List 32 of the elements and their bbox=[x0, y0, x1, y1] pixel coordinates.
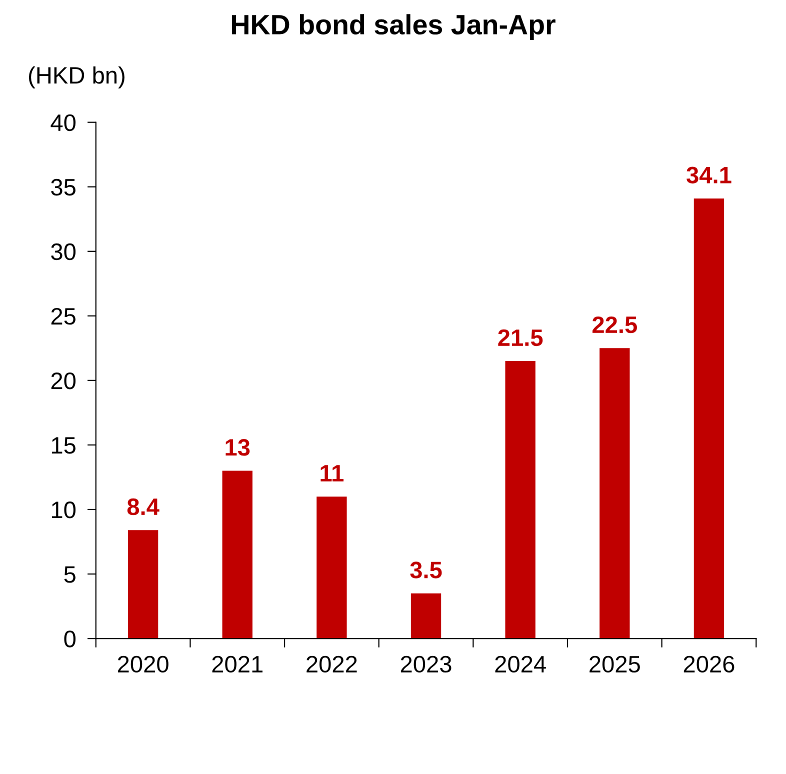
bar bbox=[128, 530, 158, 639]
y-tick-label: 0 bbox=[64, 630, 76, 648]
y-tick-label: 30 bbox=[51, 243, 76, 260]
bar bbox=[600, 348, 630, 639]
x-tick-label: 2023 bbox=[400, 656, 452, 673]
data-label: 22.5 bbox=[592, 316, 637, 334]
y-tick-label: 5 bbox=[64, 566, 76, 583]
y-tick-label: 35 bbox=[51, 178, 76, 196]
data-label: 8.4 bbox=[127, 498, 160, 516]
data-label: 13 bbox=[226, 439, 250, 456]
x-tick-label: 2020 bbox=[118, 656, 168, 673]
x-tick-label: 2026 bbox=[684, 656, 734, 673]
data-label: 11 bbox=[320, 465, 344, 482]
data-label: 3.5 bbox=[410, 562, 442, 578]
x-tick-label: 2025 bbox=[590, 656, 640, 673]
bar bbox=[222, 470, 252, 639]
y-tick-label: 10 bbox=[52, 502, 76, 518]
y-tick-label: 20 bbox=[51, 372, 76, 390]
x-tick-label: 2021 bbox=[212, 656, 262, 673]
x-tick-label: 2022 bbox=[306, 656, 357, 673]
chart-title: HKD bond sales Jan-Apr bbox=[232, 14, 556, 40]
x-tick-label: 2024 bbox=[495, 656, 546, 673]
bar bbox=[410, 593, 442, 639]
y-axis-title: (HKD bn) bbox=[28, 66, 124, 88]
data-label: 34.1 bbox=[686, 166, 732, 184]
y-tick-label: 15 bbox=[52, 437, 76, 454]
bar bbox=[505, 361, 536, 639]
y-tick-label: 40 bbox=[50, 114, 76, 132]
data-label: 21.5 bbox=[498, 329, 543, 346]
y-tick-label: 25 bbox=[51, 308, 76, 325]
bar bbox=[694, 198, 724, 639]
bar bbox=[316, 496, 347, 639]
